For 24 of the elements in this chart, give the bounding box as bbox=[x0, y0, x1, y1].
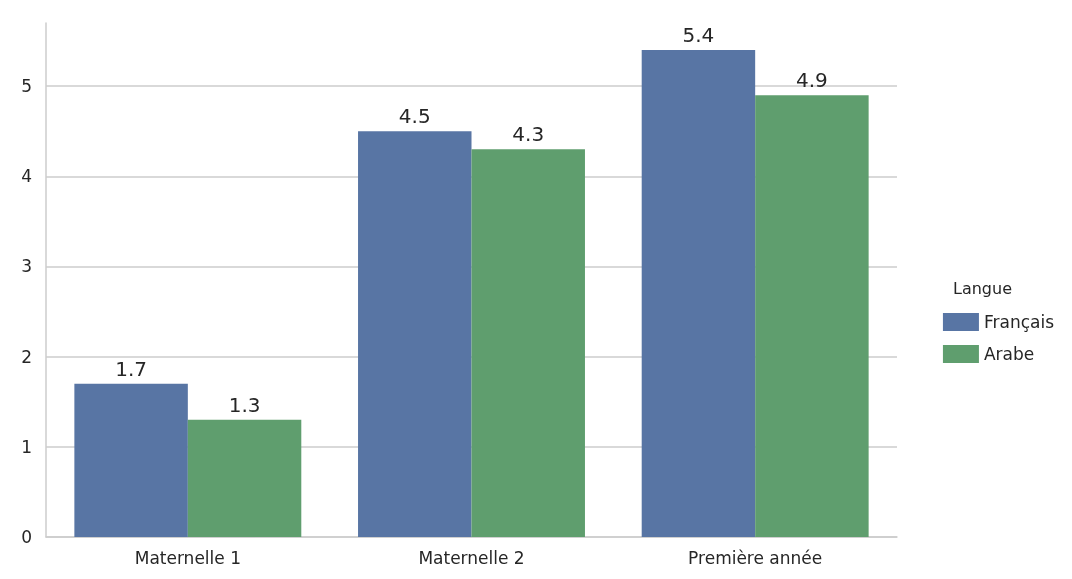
bar bbox=[755, 95, 869, 537]
x-tick-label: Maternelle 1 bbox=[134, 547, 241, 568]
bar bbox=[74, 383, 188, 537]
data-label: 1.3 bbox=[228, 392, 261, 417]
data-label: 4.5 bbox=[398, 104, 431, 129]
y-tick-label: 1 bbox=[21, 436, 32, 457]
bar bbox=[471, 149, 585, 537]
x-tick-label: Maternelle 2 bbox=[418, 547, 525, 568]
data-label: 4.9 bbox=[795, 68, 828, 93]
y-tick-label: 3 bbox=[21, 256, 32, 277]
data-label: 4.3 bbox=[512, 122, 545, 147]
legend-label: Arabe bbox=[983, 344, 1035, 364]
legend-title: Langue bbox=[953, 278, 1012, 298]
bar bbox=[187, 419, 302, 537]
y-tick-label: 5 bbox=[21, 76, 32, 97]
y-tick-label: 4 bbox=[21, 166, 32, 187]
x-tick-label: Première année bbox=[688, 547, 823, 568]
y-tick-label: 0 bbox=[21, 527, 32, 547]
legend-label: Français bbox=[983, 312, 1055, 332]
bar bbox=[641, 50, 756, 537]
y-tick-label: 2 bbox=[21, 346, 32, 367]
bar bbox=[358, 131, 472, 537]
data-label: 5.4 bbox=[682, 23, 715, 48]
data-label: 1.7 bbox=[115, 356, 148, 381]
